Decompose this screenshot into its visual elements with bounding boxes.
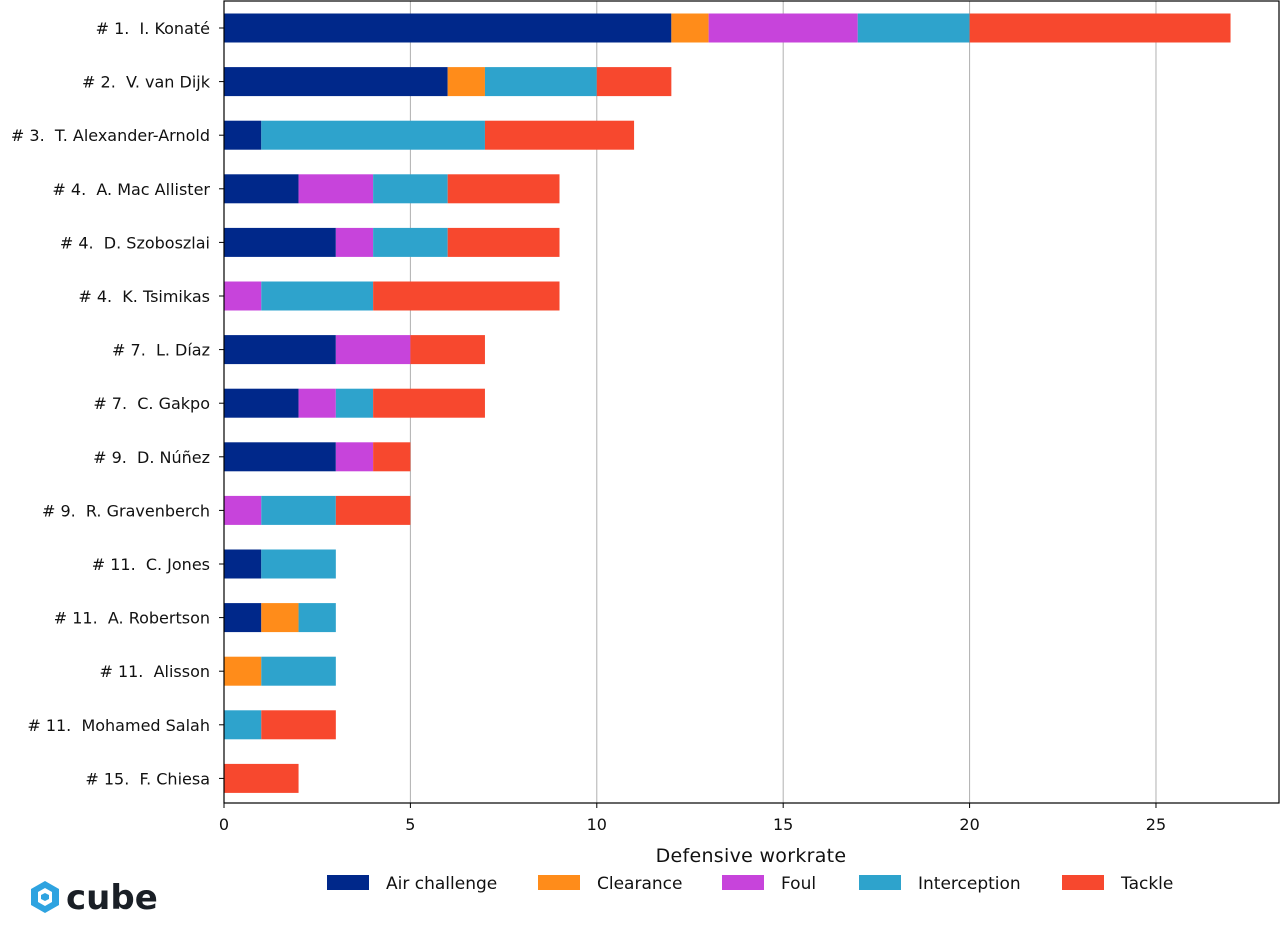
bar-clearance-12 <box>261 603 299 633</box>
bar-air-challenge-9 <box>224 442 336 472</box>
bar-tackle-4 <box>447 174 560 204</box>
bar-air-challenge-4 <box>224 174 299 204</box>
bar-tackle-10 <box>335 495 411 525</box>
bar-interception-5 <box>373 227 448 257</box>
legend-label-foul: Foul <box>781 874 816 894</box>
bar-air-challenge-8 <box>224 388 299 418</box>
bar-tackle-3 <box>484 120 635 150</box>
bar-foul-5 <box>335 227 374 257</box>
legend-swatch-tackle <box>1062 875 1104 890</box>
bar-interception-8 <box>335 388 374 418</box>
bar-foul-9 <box>335 442 374 472</box>
plot-border <box>223 0 1280 804</box>
x-tick-label-15: 15 <box>773 815 793 834</box>
bar-interception-6 <box>261 281 374 311</box>
category-label-5: # 4. D. Szoboszlai <box>60 233 210 252</box>
category-label-10: # 9. R. Gravenberch <box>42 501 210 520</box>
legend: Air challenge Clearance Foul Interception Ta… <box>327 874 1173 894</box>
category-label-12: # 11. A. Robertson <box>54 609 210 628</box>
bar-tackle-14 <box>261 710 336 740</box>
bar-foul-10 <box>224 495 262 525</box>
bar-interception-13 <box>261 656 336 686</box>
bar-foul-6 <box>224 281 262 311</box>
category-label-15: # 15. F. Chiesa <box>85 769 210 788</box>
bar-interception-3 <box>261 120 485 150</box>
bar-clearance-13 <box>224 656 262 686</box>
bar-foul-4 <box>298 174 374 204</box>
bar-interception-4 <box>373 174 448 204</box>
bar-air-challenge-5 <box>224 227 336 257</box>
bar-tackle-8 <box>373 388 485 418</box>
legend-swatch-foul <box>722 875 764 890</box>
bar-air-challenge-1 <box>224 13 672 43</box>
bar-air-challenge-2 <box>224 67 448 97</box>
legend-swatch-clearance <box>538 875 580 890</box>
category-label-2: # 2. V. van Dijk <box>82 73 211 92</box>
bar-clearance-2 <box>447 67 485 97</box>
legend-swatch-interception <box>859 875 901 890</box>
category-label-9: # 9. D. Núñez <box>93 448 210 467</box>
cube-logo: cube <box>31 878 158 918</box>
bar-tackle-6 <box>373 281 560 311</box>
x-axis-ticks: 0 5 10 15 20 25 <box>219 803 1166 834</box>
bar-interception-11 <box>261 549 336 579</box>
cube-logo-icon <box>31 881 59 913</box>
bar-interception-14 <box>224 710 262 740</box>
x-tick-label-5: 5 <box>405 815 415 834</box>
plot-frame <box>223 0 1280 804</box>
category-label-8: # 7. C. Gakpo <box>93 394 210 413</box>
bar-air-challenge-12 <box>224 603 262 633</box>
bars <box>224 13 1231 793</box>
legend-swatch-air-challenge <box>327 875 369 890</box>
legend-label-clearance: Clearance <box>597 874 682 894</box>
category-label-4: # 4. A. Mac Allister <box>52 180 210 199</box>
category-label-1: # 1. I. Konaté <box>96 19 210 38</box>
category-label-13: # 11. Alisson <box>99 662 210 681</box>
bar-foul-8 <box>298 388 336 418</box>
legend-label-air-challenge: Air challenge <box>386 874 497 894</box>
bar-air-challenge-3 <box>224 120 262 150</box>
bar-tackle-2 <box>596 67 672 97</box>
category-label-14: # 11. Mohamed Salah <box>27 716 210 735</box>
bar-interception-12 <box>298 603 336 633</box>
category-label-7: # 7. L. Díaz <box>112 341 210 360</box>
x-tick-label-10: 10 <box>587 815 607 834</box>
bar-clearance-1 <box>671 13 709 43</box>
bar-interception-10 <box>261 495 336 525</box>
x-tick-label-25: 25 <box>1146 815 1166 834</box>
bar-air-challenge-11 <box>224 549 262 579</box>
bar-tackle-9 <box>373 442 411 472</box>
bar-air-challenge-7 <box>224 335 336 365</box>
category-labels: # 1. I. Konaté # 2. V. van Dijk # 3. T. Al… <box>11 19 224 788</box>
category-label-3: # 3. T. Alexander-Arnold <box>11 126 210 145</box>
legend-label-tackle: Tackle <box>1120 874 1173 894</box>
bar-foul-1 <box>708 13 858 43</box>
bar-tackle-1 <box>969 13 1231 43</box>
x-axis-title: Defensive workrate <box>656 845 847 867</box>
x-tick-label-0: 0 <box>219 815 229 834</box>
bar-tackle-7 <box>410 335 485 365</box>
bar-tackle-5 <box>447 227 560 257</box>
category-label-11: # 11. C. Jones <box>92 555 210 574</box>
bar-interception-1 <box>857 13 970 43</box>
logo-text: cube <box>66 878 158 918</box>
bar-foul-7 <box>335 335 411 365</box>
bar-tackle-15 <box>224 763 299 793</box>
legend-label-interception: Interception <box>918 874 1021 894</box>
category-label-6: # 4. K. Tsimikas <box>78 287 210 306</box>
x-tick-label-20: 20 <box>959 815 979 834</box>
bar-interception-2 <box>484 67 597 97</box>
